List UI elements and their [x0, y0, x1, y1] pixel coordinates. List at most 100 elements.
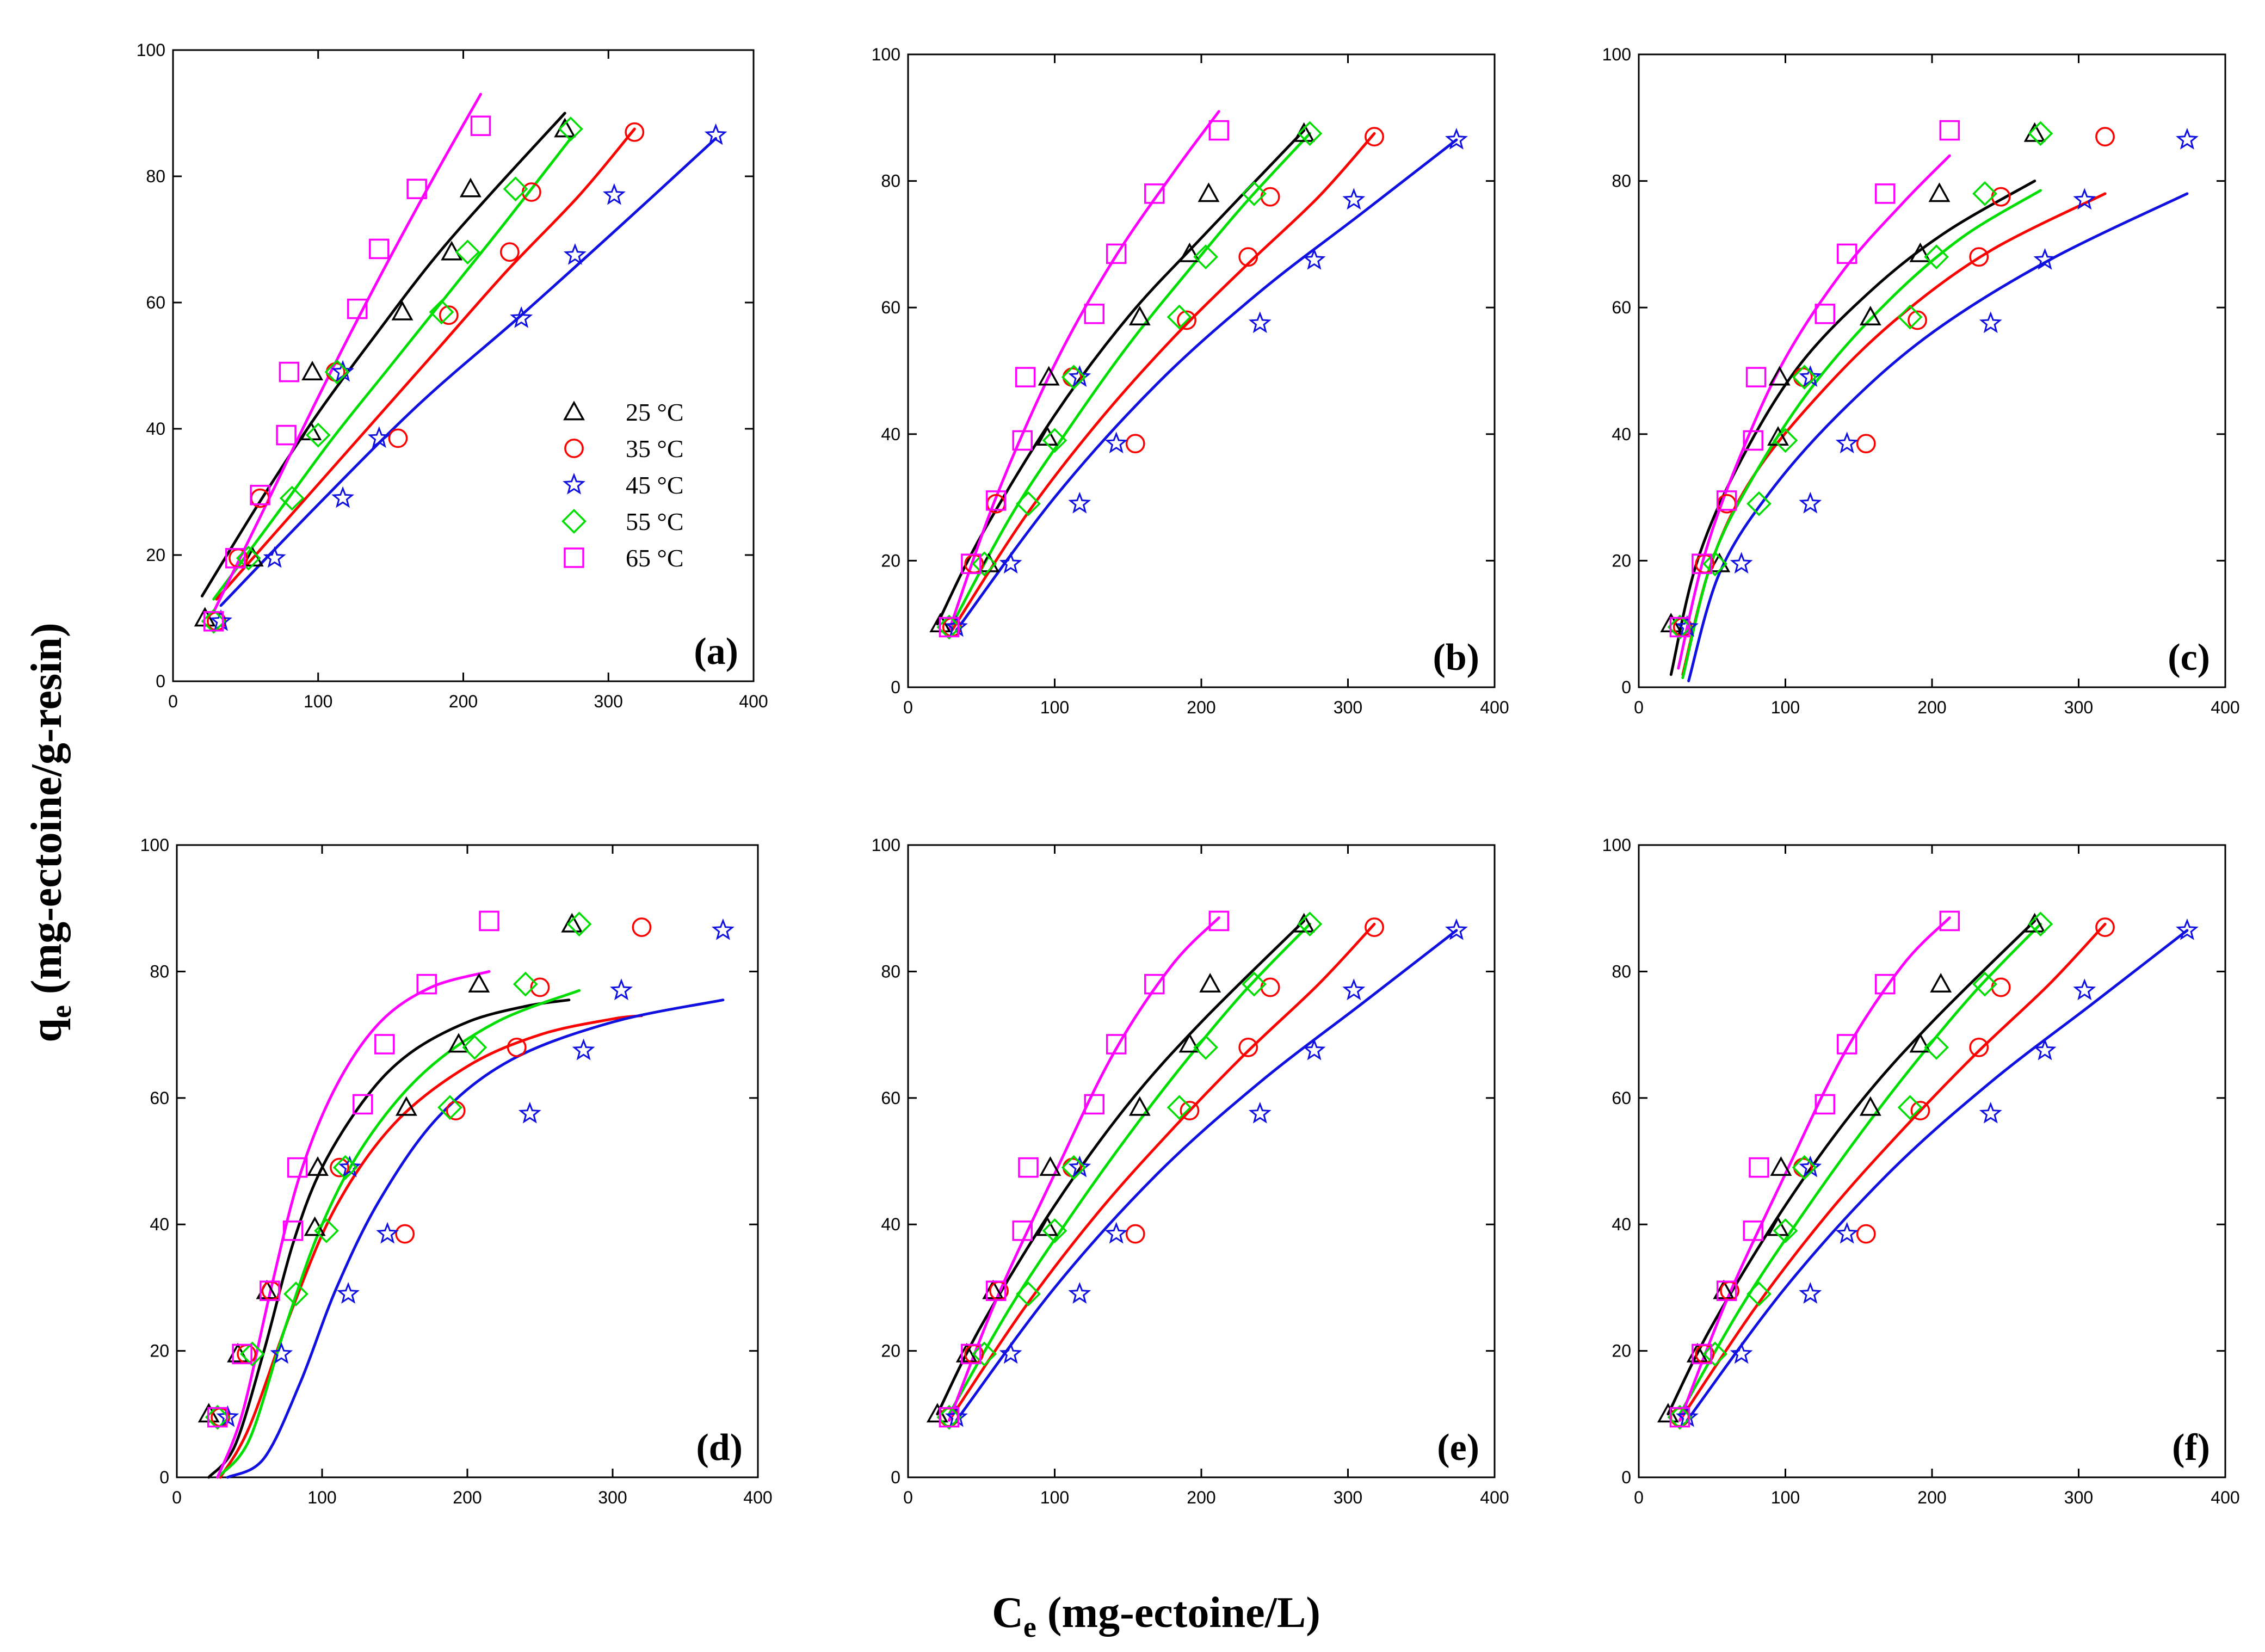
data-point [446, 1101, 466, 1120]
data-point [1667, 614, 1693, 640]
data-point [1445, 918, 1468, 940]
data-point [503, 176, 528, 202]
data-point [332, 1155, 358, 1180]
data-point [1177, 310, 1196, 330]
data-point [239, 1341, 265, 1367]
fit-curve [200, 112, 566, 597]
data-point [1835, 432, 1859, 454]
x-tick-label: 100 [307, 1488, 336, 1507]
data-point [1167, 304, 1192, 330]
data-point [1180, 1101, 1200, 1120]
data-point [1749, 1157, 1769, 1178]
data-point [1208, 910, 1230, 932]
data-point [1991, 977, 2011, 997]
y-tick-label: 100 [872, 45, 900, 64]
data-point [566, 911, 592, 937]
data-point [1199, 973, 1221, 993]
y-tick-label: 80 [146, 167, 165, 186]
data-point [572, 1038, 595, 1061]
legend: 25 °C 35 °C 45 °C 55 °C 65 °C [561, 398, 684, 572]
data-point [260, 1280, 280, 1301]
data-point [518, 1101, 541, 1124]
data-point [369, 238, 390, 260]
data-point [1042, 428, 1067, 453]
y-tick-label: 60 [1612, 1088, 1631, 1108]
panel-a: 0 100 200 300 400 0 20 40 60 80 100 (a) [137, 40, 768, 711]
y-tick-label: 60 [150, 1088, 169, 1108]
data-point [1297, 121, 1323, 146]
data-point [203, 611, 224, 632]
data-point [499, 242, 520, 262]
data-point [513, 971, 538, 997]
data-point [367, 426, 391, 448]
data-point [602, 183, 626, 205]
data-point [985, 490, 1007, 511]
data-point [205, 1404, 230, 1430]
data-point [1193, 1034, 1218, 1060]
x-tick-label: 200 [1187, 1488, 1215, 1507]
data-point [1897, 304, 1923, 330]
data-point [1167, 1095, 1192, 1120]
fit-curve [219, 1014, 643, 1479]
x-tick-label: 0 [172, 1488, 182, 1507]
y-tick-label: 0 [891, 677, 900, 697]
legend-label: 65 °C [626, 544, 684, 572]
data-point [1016, 1281, 1041, 1306]
data-point [1365, 127, 1384, 147]
data-point [1979, 311, 2002, 334]
y-tick-label: 40 [881, 424, 900, 444]
data-point [972, 1341, 997, 1367]
data-point [1716, 490, 1737, 511]
data-point [347, 298, 368, 319]
data-point [2095, 127, 2115, 147]
data-point [1238, 247, 1258, 267]
legend-label: 55 °C [626, 508, 684, 535]
plot-frame [907, 53, 1496, 688]
data-point [1667, 1404, 1693, 1430]
data-point [1144, 973, 1165, 995]
y-tick-label: 60 [1612, 298, 1631, 317]
x-tick-label: 0 [168, 692, 178, 711]
x-tick-label: 0 [1634, 1488, 1644, 1507]
fit-curve [948, 922, 1311, 1416]
data-point [1773, 428, 1798, 453]
data-point [1669, 1407, 1690, 1428]
data-point [330, 1157, 349, 1178]
panel-label-f: (f) [2172, 1427, 2210, 1469]
data-point [1979, 1101, 2002, 1124]
fit-curve [216, 970, 491, 1479]
data-point [610, 978, 633, 1001]
y-tick-label: 40 [150, 1215, 169, 1234]
fit-curve [1677, 154, 1951, 670]
data-point [936, 1404, 962, 1430]
data-point [1128, 306, 1151, 325]
legend-marker [564, 439, 584, 458]
data-point [201, 608, 226, 634]
legend-marker [561, 509, 587, 534]
data-point [2028, 121, 2053, 146]
data-point [279, 361, 300, 383]
data-point [283, 1281, 308, 1306]
data-point [558, 116, 583, 141]
data-point [395, 1224, 415, 1244]
data-point [1061, 365, 1087, 390]
data-point [2176, 128, 2199, 150]
fit-curve [1678, 922, 2042, 1416]
data-point [270, 1342, 293, 1364]
y-tick-label: 60 [881, 1088, 900, 1108]
data-point [1445, 128, 1468, 150]
data-point [1768, 366, 1791, 386]
legend-marker [563, 400, 585, 421]
panel-label-c: (c) [2168, 637, 2210, 679]
data-point [353, 1094, 373, 1115]
fit-curve [936, 919, 1306, 1416]
data-point [1692, 553, 1712, 574]
data-point [331, 486, 355, 508]
y-tick-label: 80 [150, 961, 169, 981]
data-point [1746, 1281, 1772, 1306]
data-point [279, 485, 305, 511]
data-point [314, 1218, 339, 1243]
data-point [1924, 1034, 1949, 1060]
data-point [1743, 430, 1763, 451]
data-point [207, 1407, 228, 1428]
